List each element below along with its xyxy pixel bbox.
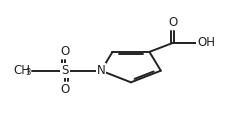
Text: O: O bbox=[60, 83, 70, 96]
Text: OH: OH bbox=[197, 36, 215, 49]
Text: CH: CH bbox=[13, 64, 30, 77]
Text: 3: 3 bbox=[25, 68, 30, 77]
Text: O: O bbox=[60, 45, 70, 58]
Text: S: S bbox=[61, 64, 69, 77]
Text: N: N bbox=[97, 64, 106, 77]
Text: O: O bbox=[168, 16, 177, 29]
